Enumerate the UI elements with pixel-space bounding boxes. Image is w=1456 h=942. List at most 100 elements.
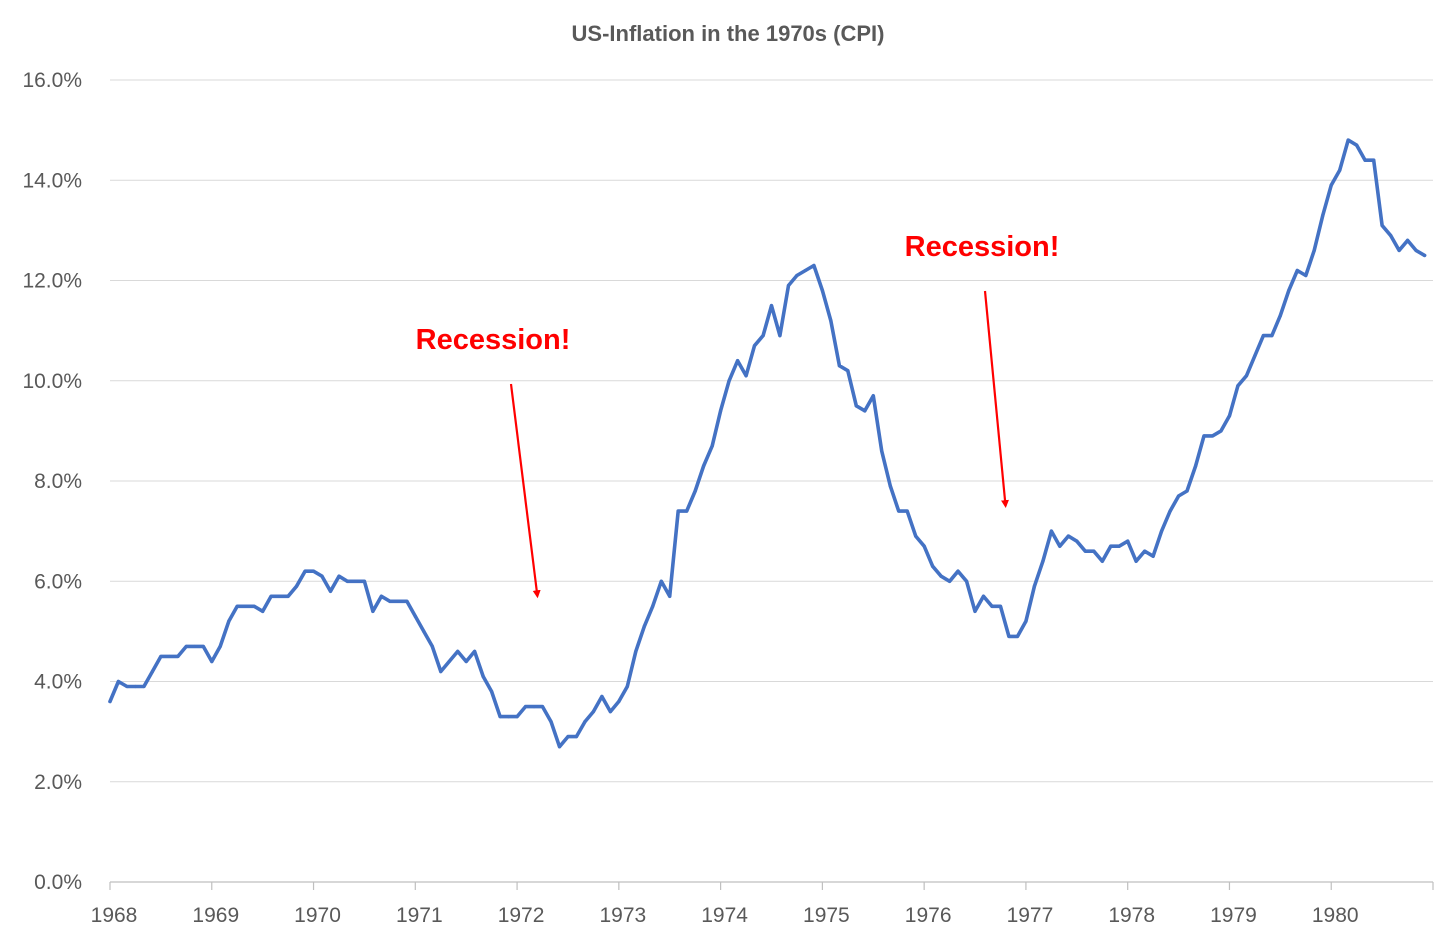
data-point (1168, 509, 1172, 513)
x-tick-label: 1979 (1210, 904, 1257, 927)
x-tick-label: 1973 (599, 904, 646, 927)
data-point (362, 579, 367, 583)
data-point (320, 574, 324, 578)
data-point (846, 369, 850, 373)
data-point (820, 288, 824, 293)
data-point (685, 509, 689, 513)
data-point (159, 654, 163, 659)
data-point (354, 579, 358, 583)
y-tick-label: 16.0% (22, 69, 82, 92)
data-point (1244, 374, 1249, 378)
x-tick-label: 1974 (701, 904, 748, 927)
data-point (422, 629, 426, 633)
data-point (761, 334, 765, 338)
data-point (812, 263, 816, 268)
data-point (532, 704, 536, 709)
data-point (600, 694, 604, 699)
data-point (439, 669, 443, 674)
data-point (854, 404, 858, 408)
data-point (1159, 529, 1164, 533)
data-point (244, 604, 248, 608)
data-point (1143, 549, 1147, 553)
x-tick-label: 1968 (91, 904, 138, 927)
data-point (1109, 544, 1113, 548)
y-tick-label: 6.0% (34, 570, 82, 593)
data-point (1287, 288, 1291, 293)
data-point (1414, 248, 1418, 253)
data-point (1405, 238, 1410, 242)
data-point (1329, 183, 1333, 187)
data-point (914, 534, 918, 538)
data-point (1278, 313, 1282, 318)
data-point (1210, 434, 1215, 438)
data-point (634, 649, 638, 654)
data-point (311, 569, 316, 573)
data-point (447, 659, 451, 664)
data-point (498, 714, 502, 719)
data-point (829, 319, 833, 323)
data-point (1032, 584, 1036, 588)
data-point (617, 699, 621, 704)
data-point (1049, 529, 1053, 533)
x-tick-label: 1980 (1312, 904, 1359, 927)
data-point (1338, 168, 1342, 172)
data-point (702, 464, 706, 468)
data-point (566, 735, 570, 739)
data-point (286, 594, 290, 598)
data-point (133, 684, 138, 689)
data-point (176, 654, 180, 659)
x-tick-label: 1969 (192, 904, 239, 927)
data-point (413, 614, 417, 618)
data-point (642, 624, 646, 628)
x-axis: 1968 1969 1970 1971 1972 1973 1974 1975 1976 1977… (91, 881, 1434, 927)
data-point (778, 334, 782, 338)
data-point (1015, 634, 1020, 638)
data-point (388, 599, 392, 603)
data-point (1227, 414, 1232, 418)
data-point (1346, 138, 1350, 142)
data-point (1388, 233, 1393, 237)
gridlines (110, 79, 1433, 783)
data-point (456, 649, 460, 654)
x-tick-label: 1972 (498, 904, 545, 927)
data-point (574, 735, 579, 739)
x-tick-label: 1978 (1108, 904, 1155, 927)
data-point (888, 484, 892, 488)
data-point (947, 579, 952, 583)
data-point (328, 589, 333, 593)
data-point (405, 599, 409, 603)
data-point (1083, 549, 1087, 553)
data-point (837, 364, 841, 368)
recession-annotation-label: Recession! (905, 231, 1060, 263)
data-point (981, 594, 986, 598)
x-tick-label: 1970 (294, 904, 341, 927)
data-point (150, 669, 155, 674)
data-point (303, 569, 307, 573)
data-point (116, 679, 121, 684)
data-point (1312, 248, 1316, 253)
data-point (557, 745, 562, 749)
data-point (1295, 268, 1299, 273)
data-point (1075, 539, 1079, 543)
data-point (252, 604, 256, 608)
data-point (625, 684, 629, 689)
data-point (1363, 158, 1367, 162)
data-point (1176, 494, 1181, 498)
data-point (337, 574, 341, 578)
y-axis-tick-labels: 0.0% 2.0% 4.0% 6.0% 8.0% 10.0% 12.0% 14.0% 16.0% (22, 69, 82, 894)
y-tick-label: 0.0% (34, 871, 82, 894)
data-point (1380, 223, 1384, 227)
data-point (1126, 539, 1130, 543)
data-point (1151, 554, 1155, 558)
data-point (973, 609, 977, 613)
data-point (549, 720, 553, 724)
annotations: Recession! Recession! (416, 231, 1060, 599)
y-tick-label: 14.0% (22, 169, 82, 192)
data-point (108, 699, 112, 704)
data-point (676, 509, 680, 513)
data-point (1422, 253, 1427, 258)
data-point (744, 374, 748, 378)
data-point (167, 654, 171, 659)
data-point (1066, 534, 1070, 538)
